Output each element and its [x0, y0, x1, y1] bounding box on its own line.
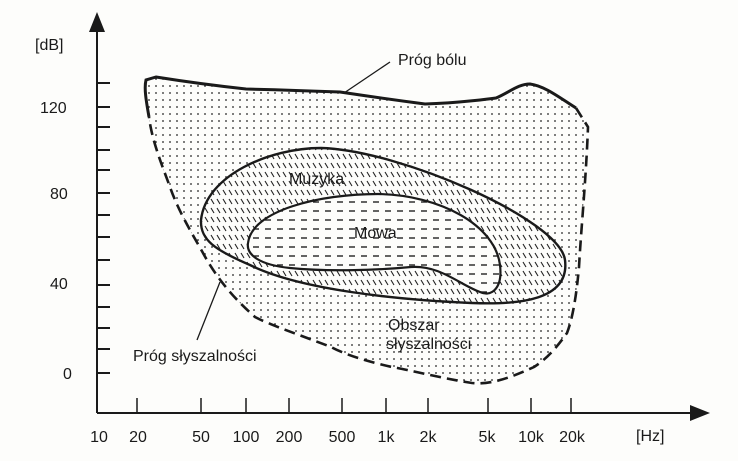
x-tick-label: 20k — [559, 429, 586, 446]
x-tick-label: 200 — [276, 429, 303, 446]
y-tick-label: 0 — [63, 366, 72, 383]
hearing-threshold-label: Próg słyszalności — [133, 348, 257, 365]
x-tick-label: 2k — [420, 429, 438, 446]
speech-region — [246, 192, 502, 295]
x-tick-label: 500 — [329, 429, 356, 446]
y-unit-label: [dB] — [35, 37, 63, 54]
hearing-area-label-line1: Obszar — [388, 317, 440, 334]
speech-label: Mowa — [354, 225, 397, 242]
pain-threshold-label: Próg bólu — [398, 52, 467, 69]
pain-threshold-curve — [143, 75, 577, 118]
pain-threshold-leader — [343, 61, 391, 94]
x-tick-label: 5k — [479, 429, 497, 446]
x-tick-label: 10 — [90, 429, 108, 446]
x-tick-label: 50 — [192, 429, 210, 446]
music-label: Muzyka — [289, 171, 344, 188]
x-tick-label: 1k — [378, 429, 396, 446]
x-tick-label: 100 — [233, 429, 260, 446]
y-tick-label: 40 — [50, 276, 68, 293]
x-tick-label: 10k — [518, 429, 545, 446]
y-tick-marks — [97, 82, 110, 374]
x-tick-label: 20 — [129, 429, 147, 446]
hearing-area-label-line2: słyszalności — [386, 336, 471, 353]
y-tick-label: 80 — [50, 186, 68, 203]
hearing-threshold-curve — [147, 107, 590, 385]
y-tick-label: 120 — [40, 100, 67, 117]
x-tick-marks — [136, 398, 572, 413]
hearing-threshold-leader — [196, 281, 221, 341]
x-unit-label: [Hz] — [636, 428, 664, 445]
